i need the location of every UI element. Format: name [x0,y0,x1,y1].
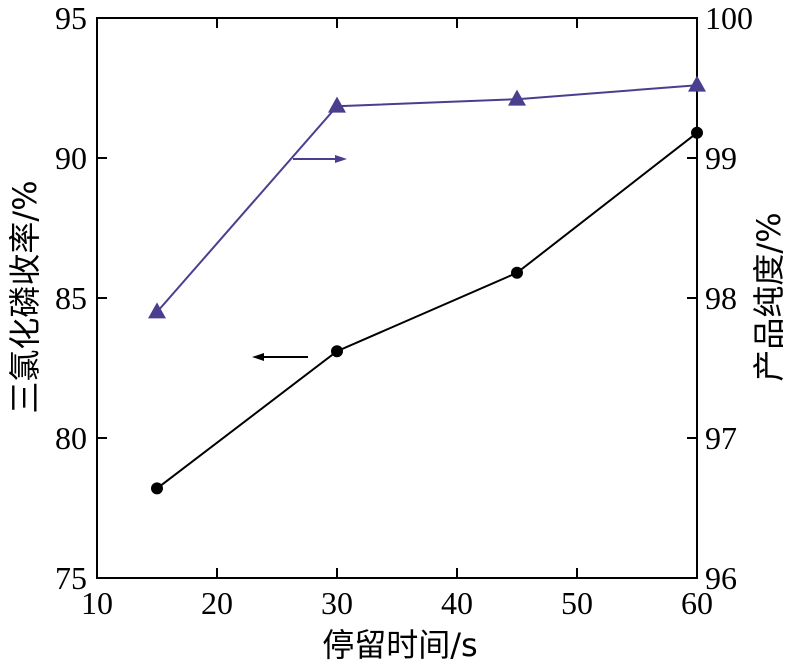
y-left-tick-label: 95 [55,0,87,36]
y-axis-left-label: 三氯化磷收率/% [6,180,44,413]
y-left-tick-label: 85 [55,280,87,316]
plot-border [96,17,698,579]
series-line-1 [156,132,698,490]
y-left-tick-label: 90 [55,140,87,176]
y-axis-right-label: 产品纯度/% [750,212,788,381]
data-point-circle [511,266,523,279]
x-tick-label: 30 [321,585,353,621]
arrow-right-head [335,155,347,163]
plot-series [148,75,706,495]
y-left-tick-label: 75 [55,560,87,596]
x-tick-label: 10 [81,585,113,621]
y-left-tick-label: 80 [55,420,87,456]
data-point-triangle [508,89,526,106]
arrow-left-head [252,353,264,361]
data-point-circle [331,345,343,358]
x-axis-label: 停留时间/s [322,626,477,664]
y-right-tick-label: 99 [705,140,737,176]
data-point-circle [691,126,703,139]
plot-frame [96,17,698,579]
y-right-tick-label: 100 [705,0,753,36]
x-tick-label: 40 [441,585,473,621]
y-right-tick-label: 97 [705,420,737,456]
data-point-triangle [148,302,166,319]
series-axis-arrows [252,155,347,361]
series-line-2 [156,84,698,313]
axis-ticks: 10 20 30 40 50 60 75 80 85 90 95 96 97 98 99 100 [55,0,753,621]
x-tick-label: 50 [561,585,593,621]
data-point-triangle [688,75,706,92]
y-right-tick-label: 96 [705,560,737,596]
x-tick-label: 60 [681,585,713,621]
data-point-circle [151,482,163,495]
y-right-tick-label: 98 [705,280,737,316]
data-point-triangle [328,96,346,113]
x-tick-label: 20 [201,585,233,621]
